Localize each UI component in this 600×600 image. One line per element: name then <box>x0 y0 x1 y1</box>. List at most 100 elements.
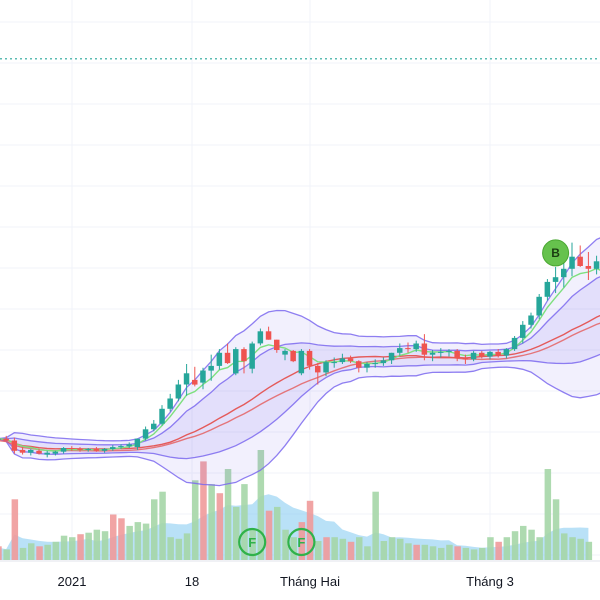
volume-bar <box>216 493 224 560</box>
volume-bar <box>372 491 379 560</box>
candle-body <box>520 324 526 338</box>
volume-bar <box>77 534 84 560</box>
candle-body <box>216 352 223 366</box>
volume-bar <box>224 469 232 560</box>
volume-bar <box>60 535 68 560</box>
volume-bar <box>274 506 281 560</box>
candle-body <box>356 361 362 368</box>
candle-body <box>110 447 116 449</box>
candle-body <box>429 352 436 355</box>
candle-body <box>364 364 370 368</box>
volume-bar <box>134 522 142 560</box>
candle-body <box>0 438 1 440</box>
volume-bar <box>298 522 306 560</box>
volume-bar <box>0 546 2 560</box>
candle-body <box>151 423 157 430</box>
candle-body <box>438 351 444 353</box>
candle-body <box>454 350 460 359</box>
candle-body <box>19 449 26 453</box>
candle-body <box>282 350 288 355</box>
volume-bar <box>282 529 289 560</box>
candle-body <box>118 446 124 448</box>
candle-body <box>77 448 83 450</box>
candle-body <box>28 449 34 453</box>
volume-bar <box>364 546 371 560</box>
volume-bar <box>405 543 412 560</box>
volume-bar <box>126 525 133 560</box>
candle-body <box>134 438 141 448</box>
candle-body <box>315 365 321 373</box>
candle-body <box>241 349 247 362</box>
volume-bar <box>249 529 256 560</box>
candle-body <box>11 440 18 451</box>
volume-bar <box>118 518 125 560</box>
volume-bar <box>331 537 338 560</box>
buy-marker-label: B <box>551 246 560 260</box>
candle-body <box>544 281 551 297</box>
candle-body <box>249 343 255 369</box>
candle-body <box>126 444 132 447</box>
buy-marker-icon <box>542 239 570 267</box>
volume-bar <box>85 532 92 560</box>
candle-body <box>503 349 510 356</box>
signal-markers: B F F <box>238 239 570 557</box>
volume-bar <box>93 529 101 560</box>
volume-bar <box>3 549 10 560</box>
candle-body <box>421 343 428 355</box>
candle-body <box>495 351 501 356</box>
volume-bar <box>101 531 109 560</box>
volume-bar <box>208 484 215 560</box>
volume-bar <box>421 544 429 560</box>
volume-bar <box>380 541 388 560</box>
candle-body <box>306 350 313 366</box>
x-tick-label: Tháng 3 <box>466 574 514 589</box>
candle-body <box>479 352 485 357</box>
volume-bar <box>503 537 511 560</box>
candle-body <box>380 360 387 364</box>
volume-bar <box>511 531 519 560</box>
volume-bar <box>454 546 461 560</box>
candle-body <box>69 448 75 449</box>
flag-marker-icon <box>287 527 316 557</box>
volume-bar <box>544 469 552 560</box>
candle-body <box>339 358 346 363</box>
volume-bar <box>536 537 543 560</box>
volume-bar <box>52 541 60 560</box>
volume-bar <box>323 537 330 560</box>
volume-bar <box>28 543 35 560</box>
candle-body <box>257 331 264 344</box>
volume-bar <box>183 533 191 560</box>
candle-body <box>101 448 108 451</box>
candle-body <box>167 398 173 409</box>
x-axis-background <box>0 561 600 600</box>
volume-bar <box>142 523 150 560</box>
candle-body <box>446 350 452 352</box>
flag-marker-label: F <box>248 535 256 550</box>
volume-bar <box>110 514 117 560</box>
volume-bar <box>233 506 240 560</box>
candle-body <box>470 352 477 360</box>
volume-bar <box>19 547 27 560</box>
volume-bar <box>528 529 535 560</box>
candle-body <box>224 352 231 364</box>
candle-body <box>142 429 149 439</box>
volume-bar <box>569 537 576 560</box>
candle-body <box>347 358 354 362</box>
grid <box>0 0 600 560</box>
volume-bar <box>265 510 273 560</box>
candle-body <box>331 362 337 364</box>
volume-bar <box>347 541 355 560</box>
volume-bar <box>290 537 297 560</box>
candle-body <box>397 348 403 353</box>
candle-body <box>183 373 190 385</box>
volume-bar <box>36 546 43 560</box>
candlesticks <box>0 242 600 458</box>
volume-bar <box>388 537 396 560</box>
candle-body <box>593 261 600 269</box>
candle-body <box>577 256 583 266</box>
volume-bar <box>446 544 453 560</box>
volume-bar <box>257 450 265 560</box>
volume-bar <box>495 541 502 560</box>
